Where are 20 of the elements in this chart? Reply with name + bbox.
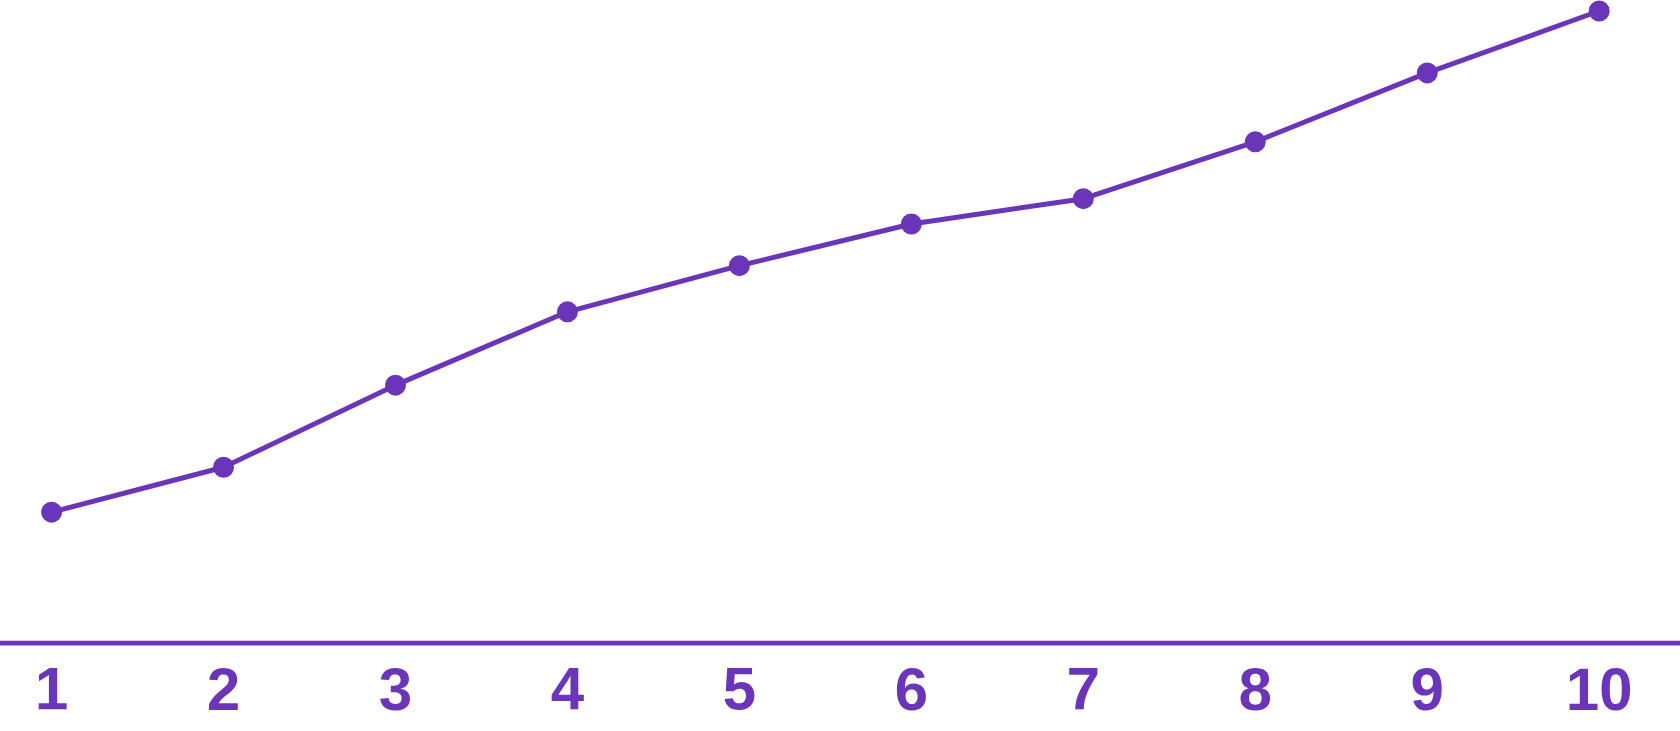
x-tick-label: 4 (551, 668, 584, 710)
point (1588, 0, 1610, 22)
point (1244, 131, 1266, 153)
point (1416, 62, 1438, 84)
point (728, 255, 750, 277)
x-tick-label: 5 (724, 668, 755, 710)
x-tick-label: 10 (1569, 668, 1631, 711)
x-tick-label: 6 (896, 668, 926, 711)
point (41, 501, 63, 523)
x-tick-label: 8 (1240, 668, 1271, 711)
x-tick-label: 9 (1412, 668, 1442, 711)
point (1072, 188, 1094, 210)
x-tick-label: 1 (38, 668, 67, 710)
x-tick-label: 2 (208, 668, 238, 710)
point (385, 374, 407, 396)
x-tick-label: 3 (380, 668, 411, 711)
x-tick-label: 7 (1069, 668, 1098, 710)
point (556, 301, 578, 323)
point (900, 213, 922, 235)
point (213, 456, 235, 478)
